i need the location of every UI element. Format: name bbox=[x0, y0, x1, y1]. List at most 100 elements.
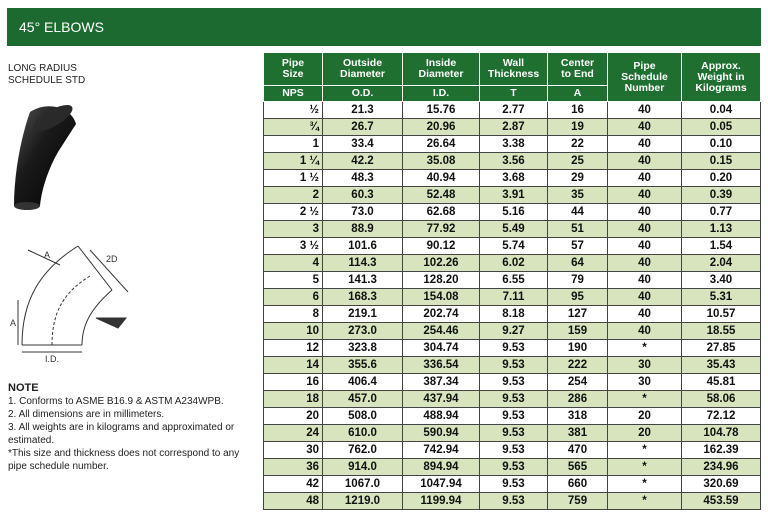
header-line: Diameter bbox=[418, 68, 464, 80]
table-cell: 5.74 bbox=[479, 237, 548, 255]
table-cell: 127 bbox=[547, 305, 608, 323]
table-cell: 9.53 bbox=[479, 373, 548, 391]
table-row: 5 141.3 128.20 6.55 79 40 3.40 bbox=[263, 271, 761, 289]
table-cell: 1219.0 bbox=[322, 492, 403, 510]
table-cell: 2 bbox=[263, 186, 323, 204]
table-cell: 0.04 bbox=[681, 101, 761, 119]
table-cell: 5.16 bbox=[479, 203, 548, 221]
table-cell: 19 bbox=[547, 118, 608, 136]
table-row: 48 1219.0 1199.94 9.53 759 * 453.59 bbox=[263, 492, 761, 510]
table-cell: 141.3 bbox=[322, 271, 403, 289]
table-cell: 1067.0 bbox=[322, 475, 403, 493]
table-cell: 128.20 bbox=[402, 271, 480, 289]
table-cell: 3.68 bbox=[479, 169, 548, 187]
table-cell: 26.7 bbox=[322, 118, 403, 136]
table-cell: 35.43 bbox=[681, 356, 761, 374]
table-cell: 508.0 bbox=[322, 407, 403, 425]
elbow-photo bbox=[14, 105, 76, 210]
column-header: Center to End bbox=[547, 52, 608, 86]
table-cell: 190 bbox=[547, 339, 608, 357]
table-cell: 336.54 bbox=[402, 356, 480, 374]
table-cell: 73.0 bbox=[322, 203, 403, 221]
table-cell: 44 bbox=[547, 203, 608, 221]
table-cell: 114.3 bbox=[322, 254, 403, 272]
table-cell: 381 bbox=[547, 424, 608, 442]
column-header: Wall Thickness bbox=[479, 52, 548, 86]
table-row: 12 323.8 304.74 9.53 190 * 27.85 bbox=[263, 339, 761, 357]
table-cell: 9.27 bbox=[479, 322, 548, 340]
table-row: 14 355.6 336.54 9.53 222 30 35.43 bbox=[263, 356, 761, 374]
dimension-table: Pipe Size Outside Diameter Inside Diameter Wal… bbox=[263, 52, 761, 510]
header-line: Size bbox=[282, 68, 304, 80]
table-row: 8 219.1 202.74 8.18 127 40 10.57 bbox=[263, 305, 761, 323]
title: 45° ELBOWS bbox=[19, 19, 104, 35]
table-cell: 40 bbox=[607, 118, 682, 136]
table-cell: 273.0 bbox=[322, 322, 403, 340]
table-cell: 35 bbox=[547, 186, 608, 204]
table-cell: 9.53 bbox=[479, 441, 548, 459]
table-cell: 18.55 bbox=[681, 322, 761, 340]
column-header: Pipe Schedule Number bbox=[607, 52, 682, 102]
table-cell: 102.26 bbox=[402, 254, 480, 272]
table-row: 2 60.3 52.48 3.91 35 40 0.39 bbox=[263, 186, 761, 204]
table-cell: 6.55 bbox=[479, 271, 548, 289]
table-cell: 40 bbox=[607, 271, 682, 289]
table-row: 42 1067.0 1047.94 9.53 660 * 320.69 bbox=[263, 475, 761, 493]
table-cell: 20 bbox=[607, 407, 682, 425]
table-cell: 101.6 bbox=[322, 237, 403, 255]
table-cell: 4 bbox=[263, 254, 323, 272]
table-cell: 318 bbox=[547, 407, 608, 425]
table-cell: 565 bbox=[547, 458, 608, 476]
table-cell: 323.8 bbox=[322, 339, 403, 357]
table-cell: * bbox=[607, 475, 682, 493]
table-cell: 3.38 bbox=[479, 135, 548, 153]
table-row: ½ 21.3 15.76 2.77 16 40 0.04 bbox=[263, 101, 761, 119]
table-cell: 25 bbox=[547, 152, 608, 170]
table-cell: 742.94 bbox=[402, 441, 480, 459]
table-cell: 9.53 bbox=[479, 492, 548, 510]
subheader: T bbox=[479, 85, 548, 102]
table-cell: 12 bbox=[263, 339, 323, 357]
table-cell: 3.40 bbox=[681, 271, 761, 289]
table-cell: 35.08 bbox=[402, 152, 480, 170]
table-cell: 286 bbox=[547, 390, 608, 408]
table-cell: 5 bbox=[263, 271, 323, 289]
table-cell: 5.49 bbox=[479, 220, 548, 238]
table-cell: 168.3 bbox=[322, 288, 403, 306]
table-cell: 40 bbox=[607, 169, 682, 187]
table-row: ¾ 26.7 20.96 2.87 19 40 0.05 bbox=[263, 118, 761, 136]
subheader: I.D. bbox=[402, 85, 480, 102]
table-cell: 45.81 bbox=[681, 373, 761, 391]
table-cell: 914.0 bbox=[322, 458, 403, 476]
header-line: Schedule bbox=[621, 70, 668, 83]
table-cell: 7.11 bbox=[479, 288, 548, 306]
table-cell: 154.08 bbox=[402, 288, 480, 306]
table-cell: 453.59 bbox=[681, 492, 761, 510]
table-cell: 33.4 bbox=[322, 135, 403, 153]
table-cell: 3 ½ bbox=[263, 237, 323, 255]
table-cell: 30 bbox=[263, 441, 323, 459]
header-line: to End bbox=[561, 68, 594, 80]
table-cell: 15.76 bbox=[402, 101, 480, 119]
table-row: 4 114.3 102.26 6.02 64 40 2.04 bbox=[263, 254, 761, 272]
header-line: Weight in bbox=[697, 70, 745, 83]
note-item: 3. All weights are in kilograms and appr… bbox=[8, 422, 235, 446]
table-cell: 1.54 bbox=[681, 237, 761, 255]
table-cell: 894.94 bbox=[402, 458, 480, 476]
table-cell: 660 bbox=[547, 475, 608, 493]
table-row: 3 88.9 77.92 5.49 51 40 1.13 bbox=[263, 220, 761, 238]
table-cell: 40 bbox=[607, 237, 682, 255]
table-cell: 51 bbox=[547, 220, 608, 238]
table-cell: 60.3 bbox=[322, 186, 403, 204]
table-cell: 2.77 bbox=[479, 101, 548, 119]
table-row: 2 ½ 73.0 62.68 5.16 44 40 0.77 bbox=[263, 203, 761, 221]
table-cell: 470 bbox=[547, 441, 608, 459]
table-cell: 30 bbox=[607, 373, 682, 391]
table-cell: 40 bbox=[607, 254, 682, 272]
subheader: NPS bbox=[263, 85, 323, 102]
table-cell: * bbox=[607, 458, 682, 476]
table-cell: 159 bbox=[547, 322, 608, 340]
header-line: Pipe bbox=[281, 57, 305, 69]
table-cell: 0.20 bbox=[681, 169, 761, 187]
